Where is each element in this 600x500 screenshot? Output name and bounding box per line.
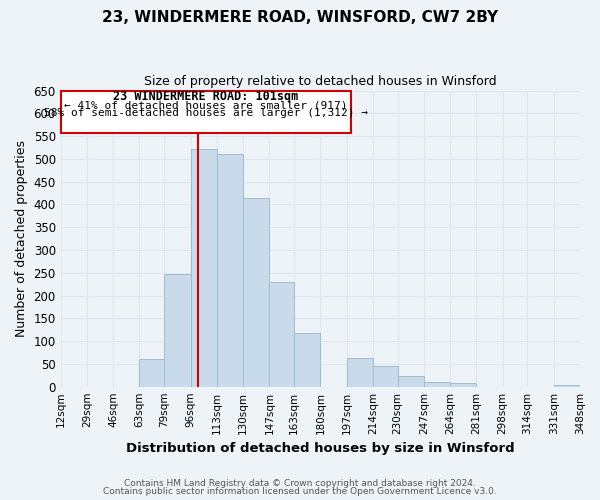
Text: Contains HM Land Registry data © Crown copyright and database right 2024.: Contains HM Land Registry data © Crown c…: [124, 478, 476, 488]
Text: 23, WINDERMERE ROAD, WINSFORD, CW7 2BY: 23, WINDERMERE ROAD, WINSFORD, CW7 2BY: [102, 10, 498, 25]
Bar: [191, 149, 217, 386]
Bar: [424, 382, 450, 386]
Y-axis label: Number of detached properties: Number of detached properties: [15, 140, 28, 337]
Bar: [139, 360, 164, 386]
Text: Contains public sector information licensed under the Open Government Licence v3: Contains public sector information licen…: [103, 487, 497, 496]
Bar: [269, 282, 294, 387]
Bar: [347, 358, 373, 386]
Title: Size of property relative to detached houses in Winsford: Size of property relative to detached ho…: [144, 75, 497, 88]
Bar: [398, 376, 424, 386]
Bar: [243, 198, 269, 386]
Bar: [373, 366, 398, 386]
Bar: [294, 333, 320, 386]
Text: ← 41% of detached houses are smaller (917): ← 41% of detached houses are smaller (91…: [64, 100, 348, 110]
Bar: [450, 383, 476, 386]
Text: 58% of semi-detached houses are larger (1,312) →: 58% of semi-detached houses are larger (…: [44, 108, 368, 118]
X-axis label: Distribution of detached houses by size in Winsford: Distribution of detached houses by size …: [126, 442, 515, 455]
Bar: [164, 274, 191, 386]
Bar: [61, 92, 351, 133]
Text: 23 WINDERMERE ROAD: 101sqm: 23 WINDERMERE ROAD: 101sqm: [113, 90, 299, 103]
Bar: [217, 154, 243, 386]
